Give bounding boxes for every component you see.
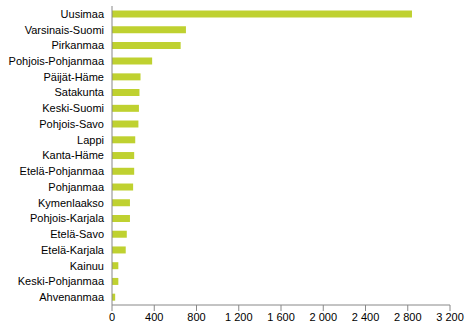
svg-text:Lappi: Lappi [77,134,104,146]
svg-text:Päijät-Häme: Päijät-Häme [43,71,104,83]
svg-text:400: 400 [145,311,163,323]
svg-text:Etelä-Pohjanmaa: Etelä-Pohjanmaa [20,165,105,177]
svg-text:2 000: 2 000 [309,311,337,323]
svg-text:Ahvenanmaa: Ahvenanmaa [39,291,105,303]
svg-text:Kymenlaakso: Kymenlaakso [38,197,104,209]
svg-text:Kainuu: Kainuu [70,260,104,272]
svg-text:3 200: 3 200 [436,311,464,323]
svg-text:Pohjois-Pohjanmaa: Pohjois-Pohjanmaa [9,55,105,67]
svg-text:0: 0 [109,311,115,323]
svg-text:Satakunta: Satakunta [54,86,104,98]
svg-text:2 800: 2 800 [394,311,422,323]
svg-text:Pirkanmaa: Pirkanmaa [51,39,104,51]
svg-text:Uusimaa: Uusimaa [61,8,105,20]
svg-text:Varsinais-Suomi: Varsinais-Suomi [25,24,104,36]
svg-text:Keski-Suomi: Keski-Suomi [42,102,104,114]
svg-text:Keski-Pohjanmaa: Keski-Pohjanmaa [18,275,105,287]
svg-text:Pohjois-Karjala: Pohjois-Karjala [30,212,105,224]
svg-text:Pohjois-Savo: Pohjois-Savo [39,118,104,130]
svg-text:1 600: 1 600 [267,311,295,323]
svg-text:2 400: 2 400 [352,311,380,323]
svg-text:Pohjanmaa: Pohjanmaa [48,181,105,193]
svg-text:Kanta-Häme: Kanta-Häme [42,149,104,161]
svg-text:800: 800 [187,311,205,323]
svg-text:1 200: 1 200 [225,311,253,323]
svg-text:Etelä-Karjala: Etelä-Karjala [41,244,105,256]
svg-text:Etelä-Savo: Etelä-Savo [50,228,104,240]
